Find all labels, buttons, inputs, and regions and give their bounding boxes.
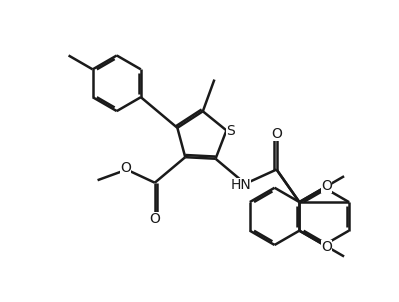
Text: O: O bbox=[120, 161, 131, 175]
Text: O: O bbox=[322, 239, 332, 254]
Text: S: S bbox=[226, 124, 234, 138]
Text: O: O bbox=[322, 179, 332, 193]
Text: O: O bbox=[271, 127, 282, 141]
Text: HN: HN bbox=[231, 178, 251, 192]
Text: O: O bbox=[149, 212, 160, 226]
